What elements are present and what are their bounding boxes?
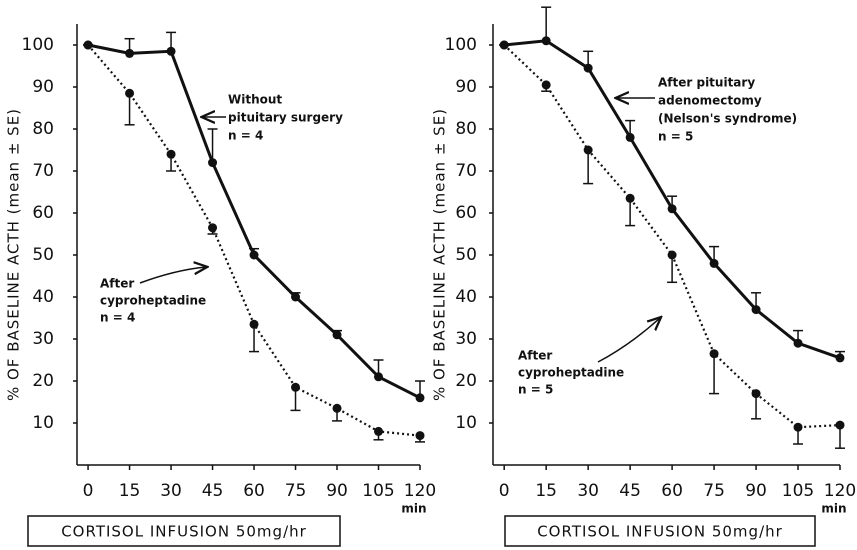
data-point [415,393,425,403]
data-point [793,422,803,432]
y-tick-label: 80 [455,119,477,139]
series-line [503,44,841,429]
series-label: n = 4 [228,129,263,143]
data-point [793,338,803,348]
series-label: cyproheptadine [100,294,206,308]
y-tick-label: 40 [455,287,477,307]
data-point [249,319,259,329]
x-tick-label: 75 [703,481,725,501]
y-axis-label: % OF BASELINE ACTH (mean ± SE) [431,108,449,401]
x-unit: min [401,502,426,516]
label-arrow [597,318,660,363]
x-tick-label: 45 [619,481,641,501]
data-point [625,132,635,142]
data-point [208,223,218,233]
series-label: After [518,349,552,363]
x-label-box [27,515,341,547]
data-point [166,46,176,56]
y-tick-label: 30 [455,329,477,349]
x-tick-label: 90 [326,481,348,501]
data-point [499,40,509,50]
data-point [541,36,551,46]
x-tick-label: 75 [285,481,307,501]
y-tick-label: 50 [32,245,54,265]
data-point [125,88,135,98]
x-unit: min [821,502,846,516]
x-tick-label: 0 [83,481,94,501]
x-tick-label: 105 [362,481,394,501]
series-label: cyproheptadine [518,366,624,380]
series-label: adenomectomy [658,94,762,108]
data-point [625,193,635,203]
y-tick-label: 100 [445,35,477,55]
y-tick-label: 40 [32,287,54,307]
y-tick-label: 20 [455,371,477,391]
x-tick-label: 30 [160,481,182,501]
y-tick-label: 20 [32,371,54,391]
x-tick-label: 120 [824,481,856,501]
data-point [374,372,384,382]
x-tick-label: 105 [782,481,814,501]
x-tick-label: 60 [243,481,265,501]
data-point [208,158,218,168]
y-tick-label: 10 [455,413,477,433]
data-point [583,145,593,155]
data-point [541,80,551,90]
series-label: Without [228,93,282,107]
y-tick-label: 50 [455,245,477,265]
data-point [667,250,677,260]
data-point [667,204,677,214]
y-tick-label: 10 [32,413,54,433]
label-arrow [139,267,206,284]
series-label: After [100,277,134,291]
x-tick-label: 60 [661,481,683,501]
y-tick-label: 90 [32,77,54,97]
data-point [249,250,259,260]
data-point [291,382,301,392]
data-point [583,63,593,73]
series-label: n = 5 [518,383,553,397]
data-point [709,258,719,268]
y-tick-label: 100 [22,35,54,55]
data-point [332,403,342,413]
y-axis-label: % OF BASELINE ACTH (mean ± SE) [5,108,23,401]
y-tick-label: 60 [32,203,54,223]
series-label: pituitary surgery [228,111,343,125]
data-point [125,48,135,58]
x-tick-label: 0 [499,481,510,501]
x-tick-label: 30 [577,481,599,501]
data-point [835,420,845,430]
y-tick-label: 80 [32,119,54,139]
x-tick-label: 120 [404,481,436,501]
data-point [374,426,384,436]
y-tick-label: 60 [455,203,477,223]
data-point [751,389,761,399]
data-point [291,292,301,302]
x-tick-label: 45 [202,481,224,501]
x-label-box [504,515,816,547]
x-tick-label: 15 [119,481,141,501]
data-point [835,353,845,363]
data-point [332,330,342,340]
y-tick-label: 30 [32,329,54,349]
data-point [166,149,176,159]
series-label: (Nelson's syndrome) [658,112,797,126]
y-tick-label: 70 [32,161,54,181]
series-label: n = 5 [658,130,693,144]
x-axis-label: CORTISOL INFUSION 50mg/hr [537,523,783,541]
data-point [415,431,425,441]
y-tick-label: 70 [455,161,477,181]
y-tick-label: 90 [455,77,477,97]
data-point [709,349,719,359]
series-label: n = 4 [100,311,135,325]
x-tick-label: 90 [745,481,767,501]
data-point [83,40,93,50]
x-axis-label: CORTISOL INFUSION 50mg/hr [61,523,307,541]
x-tick-label: 15 [535,481,557,501]
series-label: After pituitary [658,76,755,90]
data-point [751,305,761,315]
